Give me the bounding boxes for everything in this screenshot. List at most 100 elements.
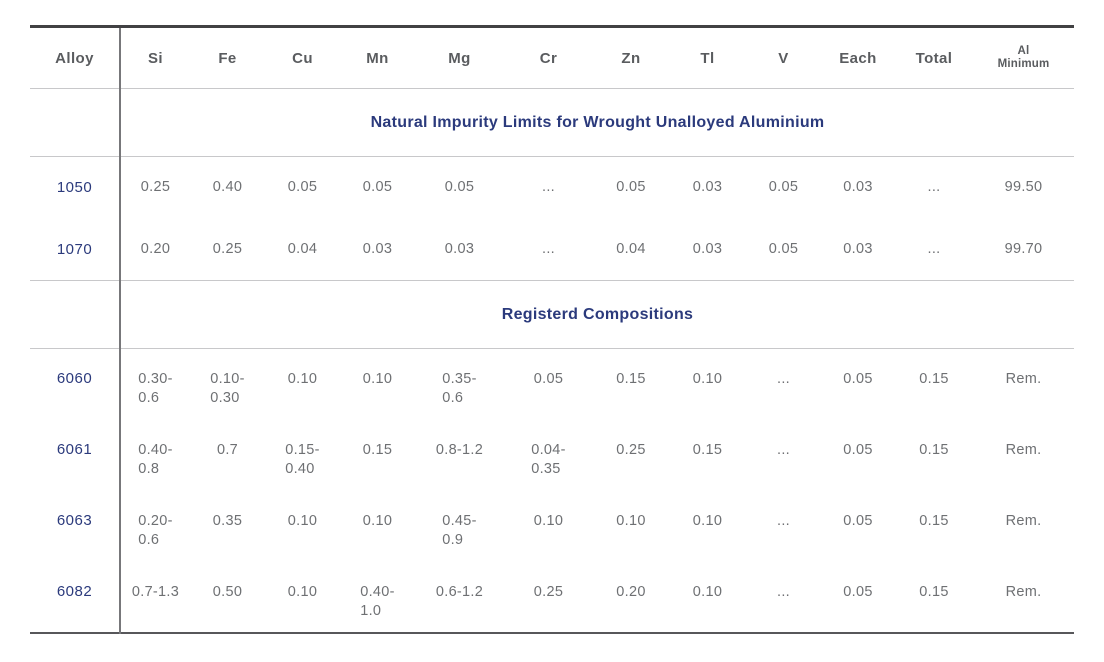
cell-value-text: 0.05 (768, 240, 799, 257)
cell-value-text: 0.15 (919, 441, 949, 458)
column-header-al-minimum: Al Minimum (973, 26, 1074, 89)
value-cell: 99.50 (973, 157, 1074, 219)
cell-value-text: 0.20 (140, 240, 171, 257)
value-cell: 0.05 (821, 420, 895, 491)
cell-value-text: 0.10 (287, 371, 318, 387)
value-cell: ... (746, 491, 821, 562)
value-cell: ... (504, 219, 593, 281)
cell-value-text: 99.50 (1004, 179, 1043, 196)
cell-value-text: 0.15- 0.40 (285, 441, 320, 477)
value-cell: 0.25 (190, 219, 265, 281)
value-cell: 0.15 (340, 420, 415, 491)
alloy-composition-table: Alloy Si Fe Cu Mn Mg Cr Zn Tl V Each Tot… (30, 25, 1074, 634)
cell-value-text: 0.10 (616, 512, 646, 529)
value-cell: ... (895, 219, 973, 281)
cell-value-text: 0.03 (843, 179, 873, 196)
cell-value-text: Rem. (1005, 441, 1042, 458)
value-cell: 0.15 (669, 420, 746, 491)
cell-value-text: 0.05 (843, 371, 873, 387)
cell-value-text: 0.05 (533, 371, 564, 387)
value-cell: 0.15 (895, 420, 973, 491)
section-empty-cell (30, 280, 120, 349)
cell-value-text: 0.05 (362, 179, 393, 196)
value-cell: 0.8-1.2 (415, 420, 504, 491)
cell-value-text: 0.10 (692, 583, 723, 600)
cell-value-text: 0.05 (444, 179, 475, 196)
value-cell: 0.6-1.2 (415, 562, 504, 633)
value-cell: 0.40- 1.0 (340, 562, 415, 633)
value-cell: 0.15 (593, 349, 669, 420)
value-cell: Rem. (973, 562, 1074, 633)
value-cell: 0.10 (669, 562, 746, 633)
value-cell: 0.15- 0.40 (265, 420, 340, 491)
value-cell: 0.03 (669, 219, 746, 281)
cell-value-text: 0.15 (692, 441, 723, 458)
column-header-fe: Fe (190, 26, 265, 89)
cell-value-text: ... (777, 441, 790, 458)
cell-value-text: 0.15 (616, 371, 646, 387)
cell-value-text: 0.10 (692, 371, 723, 387)
table-body: Natural Impurity Limits for Wrought Unal… (30, 88, 1074, 633)
cell-value-text: 0.45- 0.9 (442, 512, 477, 548)
table-row-1050: 1050 0.25 0.40 0.05 0.05 0.05... 0.05 0.03 0.05 0… (30, 156, 1074, 219)
value-cell: 0.10 (504, 491, 593, 562)
column-header-mn: Mn (340, 26, 415, 89)
value-cell: ... (746, 349, 821, 420)
value-cell: 0.05 (821, 491, 895, 562)
alloy-cell-6061: 6061 (56, 440, 93, 458)
cell-value-text: 0.10 (287, 583, 318, 600)
value-cell: 0.05 (746, 219, 821, 281)
cell-value-text: 0.03 (692, 240, 723, 257)
value-cell: 0.25 (593, 420, 669, 491)
column-header-zn: Zn (593, 26, 669, 89)
cell-value-text: ... (777, 512, 790, 529)
cell-value-text: 0.05 (616, 179, 646, 196)
cell-value-text: 0.25 (140, 179, 171, 196)
cell-value-text: 0.04- 0.35 (531, 441, 566, 477)
value-cell: 0.04 (265, 219, 340, 281)
value-cell: 0.20- 0.6 (119, 490, 190, 562)
column-header-total: Total (895, 26, 973, 89)
cell-value-text: 0.04 (616, 240, 646, 257)
column-header-si: Si (119, 26, 190, 89)
value-cell: 99.70 (973, 219, 1074, 281)
cell-value-text: ... (542, 179, 555, 196)
cell-value-text: 0.40- 1.0 (360, 583, 395, 619)
cell-value-text: 0.05 (287, 179, 318, 196)
value-cell: 0.03 (415, 219, 504, 281)
value-cell: 0.10- 0.30 (190, 349, 265, 420)
cell-value-text: 0.10 (287, 512, 318, 529)
cell-value-text: 0.50 (212, 583, 243, 600)
cell-value-text: Rem. (1005, 512, 1042, 529)
value-cell: 0.10 (593, 491, 669, 562)
value-cell: 0.05 (265, 157, 340, 219)
cell-value-text: 0.04 (287, 240, 318, 257)
al-minimum-line2: Minimum (997, 58, 1050, 70)
al-minimum-line1: Al (1017, 45, 1030, 57)
table-row-6063: 6063 0.20- 0.6 0.35 0.10 0.10 0.45- 0.9 0.10 0.… (30, 490, 1074, 562)
value-cell: 0.10 (669, 491, 746, 562)
header-row: Alloy Si Fe Cu Mn Mg Cr Zn Tl V Each Tot… (30, 26, 1074, 89)
cell-value-text: 0.8-1.2 (435, 441, 484, 458)
cell-value-text: 0.15 (362, 441, 393, 458)
column-header-cr: Cr (504, 26, 593, 89)
value-cell: 0.10 (265, 349, 340, 420)
value-cell: 0.50 (190, 562, 265, 633)
table-header: Alloy Si Fe Cu Mn Mg Cr Zn Tl V Each Tot… (30, 26, 1074, 89)
section-empty-cell (30, 88, 120, 157)
cell-value-text: 0.30- 0.6 (138, 371, 173, 406)
section-title: Natural Impurity Limits for Wrought Unal… (119, 88, 1074, 157)
value-cell: ... (746, 420, 821, 491)
value-cell: 0.10 (669, 349, 746, 420)
cell-value-text: 0.25 (533, 583, 564, 600)
cell-value-text: 0.05 (843, 441, 873, 458)
alloy-cell-6060: 6060 (56, 370, 93, 387)
column-header-alloy: Alloy (30, 26, 120, 89)
cell-value-text: Rem. (1005, 583, 1042, 600)
value-cell: 0.15 (895, 349, 973, 420)
value-cell: Rem. (973, 349, 1074, 420)
table-row-6060: 6060 0.30- 0.6 0.10- 0.30 0.10 0.10 0.35- 0.6… (30, 348, 1074, 420)
cell-value-text: 0.20 (616, 583, 646, 600)
alloy-cell-6063: 6063 (56, 511, 93, 529)
cell-value-text: 0.15 (919, 512, 949, 529)
